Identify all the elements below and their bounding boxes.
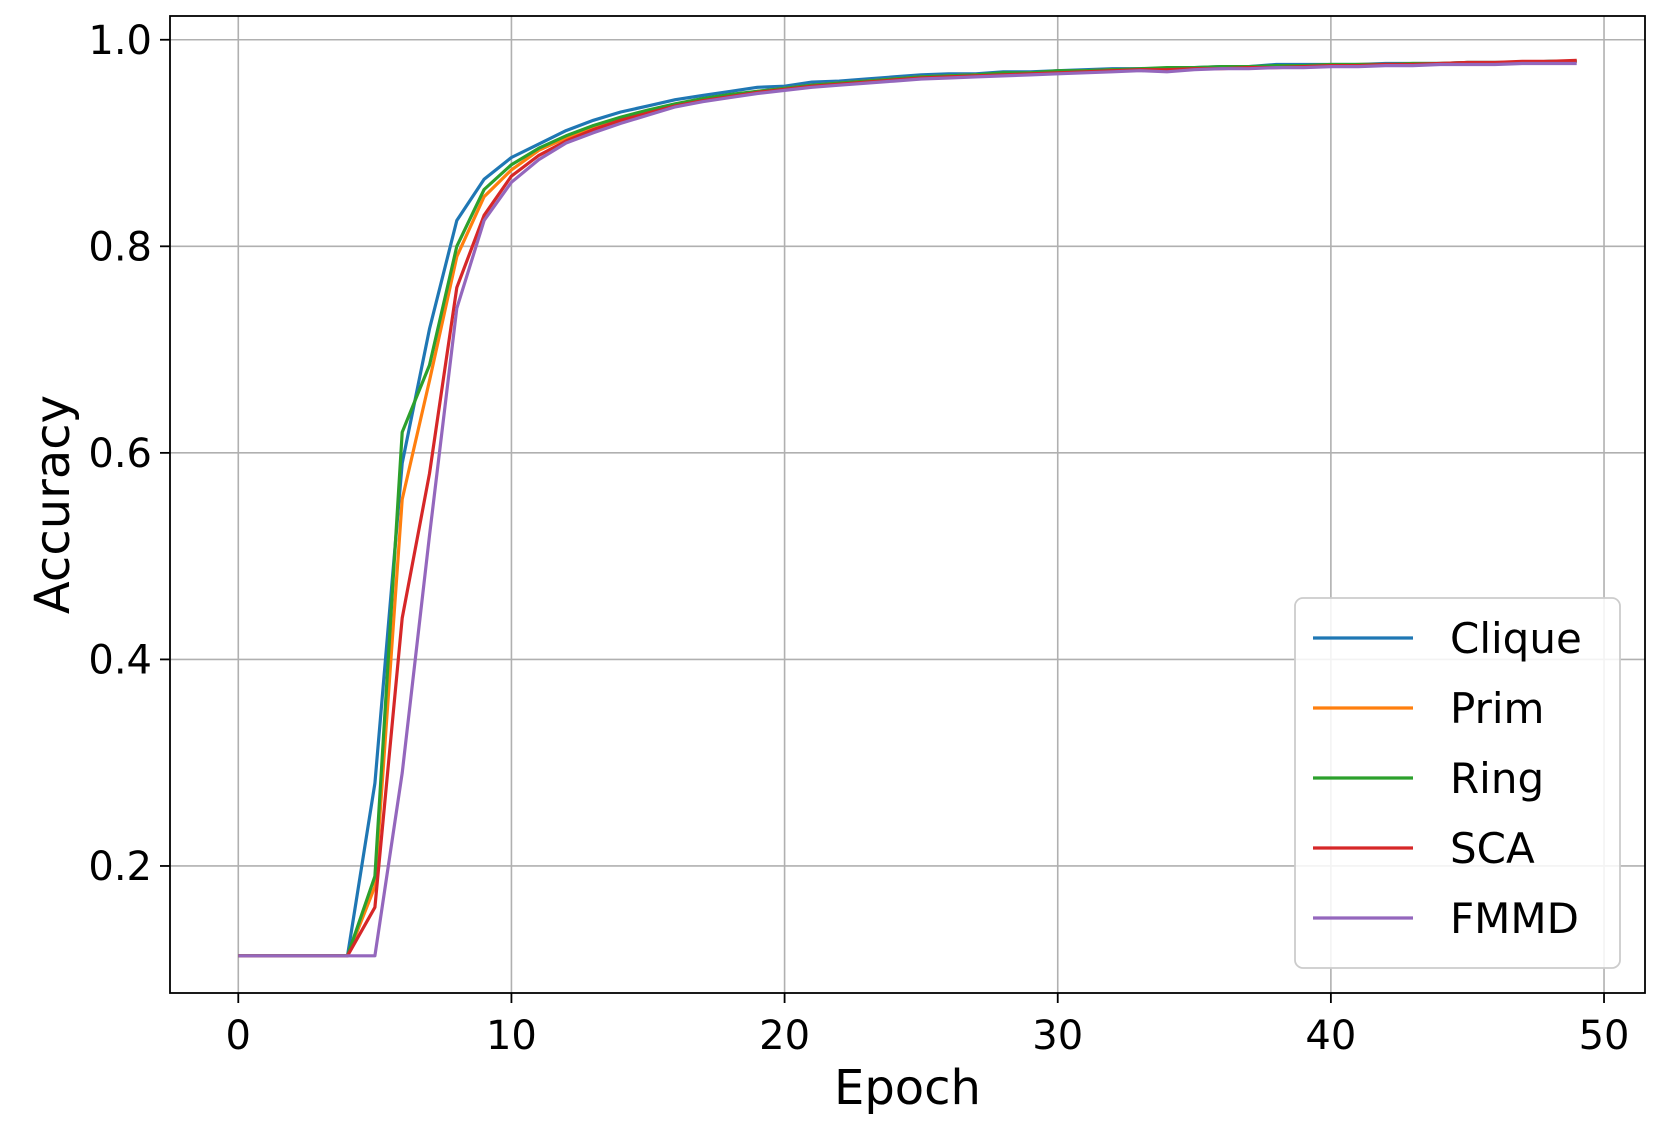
legend-label-prim: Prim (1450, 684, 1544, 733)
x-tick-label: 30 (1032, 1013, 1083, 1059)
series-line-fmmd (238, 61, 1577, 958)
y-tick-label: 0.4 (88, 637, 152, 683)
y-tick-label: 0.6 (88, 431, 152, 477)
axis-ticks: 0 10 20 30 40 50 0.2 0.4 0.6 0.8 1.0 (88, 18, 1629, 1059)
legend: Clique Prim Ring SCA FMMD (1294, 597, 1621, 969)
plot-frame (169, 15, 1646, 994)
x-tick-label: 40 (1305, 1013, 1356, 1059)
legend-box (1294, 597, 1621, 969)
y-axis-label: Accuracy (25, 395, 81, 614)
legend-label-fmmd: FMMD (1450, 894, 1579, 943)
y-tick-label: 0.2 (88, 844, 152, 890)
x-tick-label: 0 (226, 1013, 251, 1059)
x-tick-label: 10 (486, 1013, 537, 1059)
legend-label-ring: Ring (1450, 754, 1544, 803)
y-tick-label: 0.8 (88, 224, 152, 270)
x-tick-label: 50 (1579, 1013, 1630, 1059)
y-tick-label: 1.0 (88, 18, 152, 64)
legend-label-sca: SCA (1450, 824, 1535, 873)
legend-label-clique: Clique (1450, 614, 1582, 663)
series-lines (238, 58, 1577, 958)
x-tick-label: 20 (759, 1013, 810, 1059)
x-axis-label: Epoch (834, 1060, 981, 1116)
